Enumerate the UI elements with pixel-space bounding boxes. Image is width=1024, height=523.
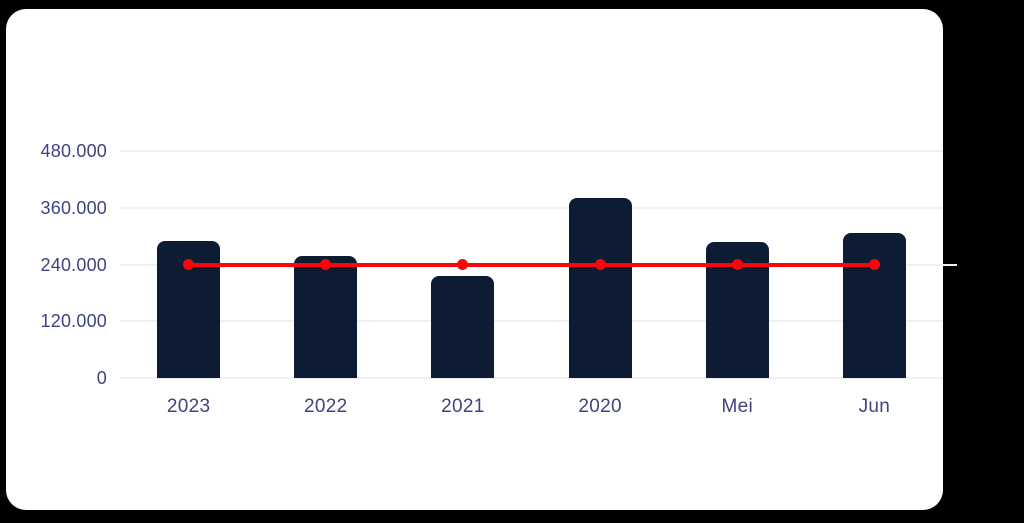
chart-card bbox=[6, 9, 943, 510]
